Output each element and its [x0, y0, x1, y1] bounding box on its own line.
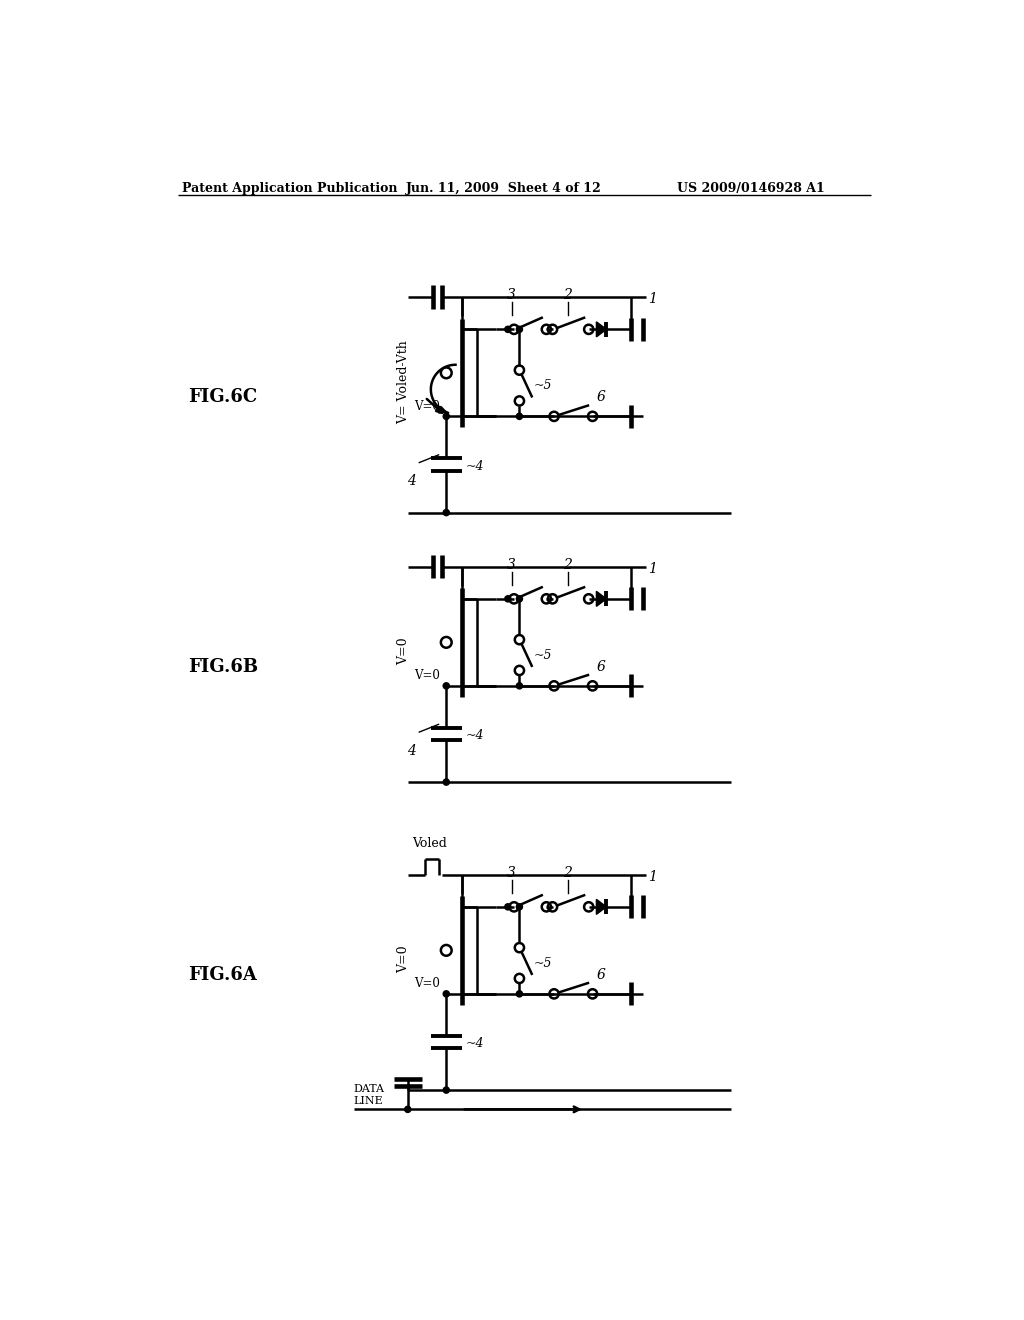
Circle shape	[443, 682, 450, 689]
Circle shape	[443, 1088, 450, 1093]
Text: ~4: ~4	[466, 730, 484, 742]
Text: 1: 1	[648, 562, 657, 576]
Text: 3: 3	[507, 288, 516, 302]
Text: 3: 3	[507, 558, 516, 572]
Circle shape	[505, 595, 511, 602]
Circle shape	[516, 595, 522, 602]
Text: V=0: V=0	[397, 945, 411, 973]
Text: DATA
LINE: DATA LINE	[354, 1084, 385, 1106]
Circle shape	[516, 904, 522, 909]
Circle shape	[443, 510, 450, 516]
Text: V=0: V=0	[415, 669, 440, 682]
Text: 1: 1	[648, 870, 657, 884]
Text: 3: 3	[507, 866, 516, 880]
Text: Jun. 11, 2009  Sheet 4 of 12: Jun. 11, 2009 Sheet 4 of 12	[407, 182, 602, 194]
Text: ~5: ~5	[534, 957, 552, 970]
Text: US 2009/0146928 A1: US 2009/0146928 A1	[677, 182, 825, 194]
Circle shape	[505, 904, 511, 909]
Text: Patent Application Publication: Patent Application Publication	[182, 182, 397, 194]
Text: 4: 4	[407, 743, 416, 758]
Circle shape	[443, 413, 450, 420]
Text: 2: 2	[563, 558, 572, 572]
Text: 6: 6	[596, 660, 605, 673]
Polygon shape	[596, 322, 606, 337]
Circle shape	[404, 1106, 411, 1113]
Text: 4: 4	[407, 474, 416, 488]
Text: ~5: ~5	[534, 379, 552, 392]
Text: ~5: ~5	[534, 648, 552, 661]
Circle shape	[516, 682, 522, 689]
Text: 2: 2	[563, 288, 572, 302]
Circle shape	[505, 326, 511, 333]
Circle shape	[443, 991, 450, 997]
Text: V=0: V=0	[415, 400, 440, 412]
Text: 6: 6	[596, 968, 605, 982]
Text: Voled: Voled	[412, 837, 446, 850]
Text: ~4: ~4	[466, 1038, 484, 1051]
Polygon shape	[596, 591, 606, 606]
Polygon shape	[596, 899, 606, 915]
Text: V=0: V=0	[415, 977, 440, 990]
Text: FIG.6B: FIG.6B	[188, 657, 258, 676]
Text: FIG.6A: FIG.6A	[188, 966, 257, 983]
Text: V= Voled-Vth: V= Voled-Vth	[397, 339, 411, 424]
Text: FIG.6C: FIG.6C	[188, 388, 258, 407]
Text: ~4: ~4	[466, 459, 484, 473]
Text: 1: 1	[648, 292, 657, 306]
Circle shape	[443, 779, 450, 785]
Text: V=0: V=0	[397, 638, 411, 665]
Text: 2: 2	[563, 866, 572, 880]
Text: 6: 6	[596, 389, 605, 404]
Circle shape	[516, 413, 522, 420]
Circle shape	[516, 991, 522, 997]
Circle shape	[516, 326, 522, 333]
